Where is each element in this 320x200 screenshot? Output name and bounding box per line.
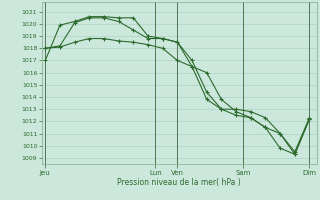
- X-axis label: Pression niveau de la mer( hPa ): Pression niveau de la mer( hPa ): [117, 178, 241, 187]
